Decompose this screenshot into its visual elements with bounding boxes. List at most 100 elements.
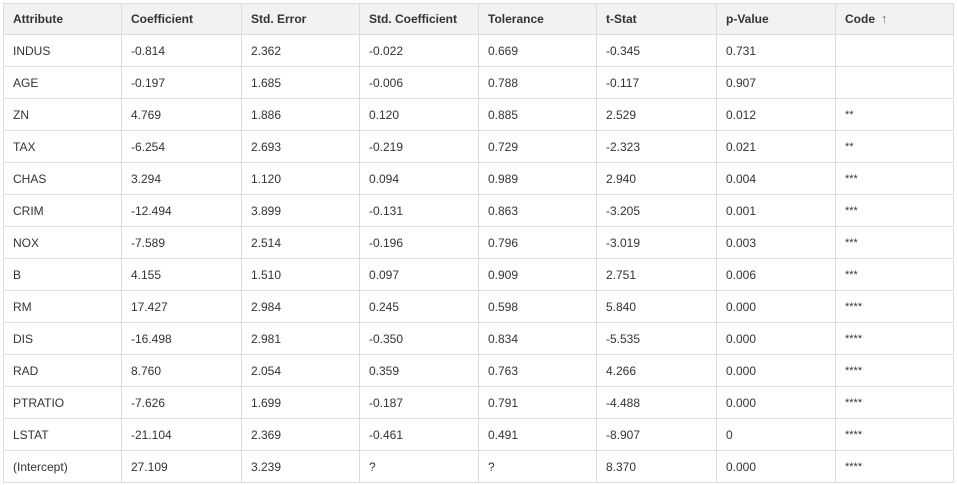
cell-tolerance: 0.669 <box>478 34 597 67</box>
cell-coefficient: -16.498 <box>121 322 242 355</box>
cell-t-stat: 8.370 <box>596 450 717 483</box>
column-header-coefficient[interactable]: Coefficient <box>121 3 242 35</box>
column-header-label: t-Stat <box>606 12 637 26</box>
cell-tolerance: 0.989 <box>478 162 597 195</box>
cell-coefficient: -21.104 <box>121 418 242 451</box>
cell-coefficient: -7.626 <box>121 386 242 419</box>
cell-tolerance: 0.763 <box>478 354 597 387</box>
column-header-std-coefficient[interactable]: Std. Coefficient <box>359 3 479 35</box>
cell-coefficient: -6.254 <box>121 130 242 163</box>
column-header-label: Code <box>845 12 875 26</box>
cell-coefficient: 27.109 <box>121 450 242 483</box>
cell-attribute: NOX <box>3 226 122 259</box>
cell-std-error: 3.239 <box>241 450 360 483</box>
cell-code: **** <box>835 386 954 419</box>
column-header-label: Std. Coefficient <box>369 12 458 26</box>
cell-std-error: 2.693 <box>241 130 360 163</box>
cell-coefficient: -0.814 <box>121 34 242 67</box>
column-header-label: Tolerance <box>488 12 544 26</box>
column-header-label: p-Value <box>726 12 769 26</box>
cell-std-coefficient: -0.131 <box>359 194 479 227</box>
cell-std-error: 2.362 <box>241 34 360 67</box>
column-header-p-value[interactable]: p-Value <box>716 3 836 35</box>
table-row[interactable]: AGE -0.197 1.685 -0.006 0.788 -0.117 0.907 <box>3 66 954 99</box>
cell-coefficient: -0.197 <box>121 66 242 99</box>
cell-p-value: 0.000 <box>716 450 836 483</box>
column-header-label: Coefficient <box>131 12 194 26</box>
table-row[interactable]: INDUS -0.814 2.362 -0.022 0.669 -0.345 0.731 <box>3 34 954 67</box>
cell-p-value: 0.000 <box>716 354 836 387</box>
cell-std-coefficient: 0.120 <box>359 98 479 131</box>
cell-attribute: ZN <box>3 98 122 131</box>
cell-t-stat: -8.907 <box>596 418 717 451</box>
cell-std-error: 1.120 <box>241 162 360 195</box>
table-row[interactable]: CRIM -12.494 3.899 -0.131 0.863 -3.205 0.001 **… <box>3 194 954 227</box>
cell-p-value: 0.000 <box>716 290 836 323</box>
cell-code: *** <box>835 194 954 227</box>
cell-code: ** <box>835 98 954 131</box>
cell-code: **** <box>835 290 954 323</box>
cell-attribute: LSTAT <box>3 418 122 451</box>
cell-t-stat: -3.019 <box>596 226 717 259</box>
cell-std-error: 1.886 <box>241 98 360 131</box>
cell-std-coefficient: ? <box>359 450 479 483</box>
cell-p-value: 0.907 <box>716 66 836 99</box>
cell-attribute: RAD <box>3 354 122 387</box>
cell-coefficient: 8.760 <box>121 354 242 387</box>
column-header-label: Std. Error <box>251 12 307 26</box>
cell-coefficient: 4.769 <box>121 98 242 131</box>
table-row[interactable]: RM 17.427 2.984 0.245 0.598 5.840 0.000 **** <box>3 290 954 323</box>
table-row[interactable]: DIS -16.498 2.981 -0.350 0.834 -5.535 0.000 ***… <box>3 322 954 355</box>
cell-tolerance: 0.788 <box>478 66 597 99</box>
cell-p-value: 0.000 <box>716 386 836 419</box>
cell-p-value: 0.004 <box>716 162 836 195</box>
cell-attribute: TAX <box>3 130 122 163</box>
table-row[interactable]: (Intercept) 27.109 3.239?? 8.370 0.000 **** <box>3 450 954 483</box>
cell-p-value: 0.731 <box>716 34 836 67</box>
cell-code: *** <box>835 226 954 259</box>
table-row[interactable]: TAX -6.254 2.693 -0.219 0.729 -2.323 0.021 ** <box>3 130 954 163</box>
column-header-t-stat[interactable]: t-Stat <box>596 3 717 35</box>
cell-t-stat: -5.535 <box>596 322 717 355</box>
cell-t-stat: 2.940 <box>596 162 717 195</box>
table-row[interactable]: ZN 4.769 1.886 0.120 0.885 2.529 0.012 ** <box>3 98 954 131</box>
column-header-tolerance[interactable]: Tolerance <box>478 3 597 35</box>
cell-code: **** <box>835 418 954 451</box>
cell-std-coefficient: -0.196 <box>359 226 479 259</box>
cell-std-coefficient: -0.187 <box>359 386 479 419</box>
cell-tolerance: 0.909 <box>478 258 597 291</box>
cell-std-error: 2.984 <box>241 290 360 323</box>
table-row[interactable]: PTRATIO -7.626 1.699 -0.187 0.791 -4.488 0.000… <box>3 386 954 419</box>
cell-p-value: 0.006 <box>716 258 836 291</box>
cell-code <box>835 34 954 67</box>
cell-std-error: 1.685 <box>241 66 360 99</box>
table-row[interactable]: CHAS 3.294 1.120 0.094 0.989 2.940 0.004 *** <box>3 162 954 195</box>
cell-attribute: B <box>3 258 122 291</box>
cell-std-coefficient: 0.359 <box>359 354 479 387</box>
column-header-code[interactable]: Code ↑ <box>835 3 954 35</box>
cell-tolerance: 0.729 <box>478 130 597 163</box>
cell-attribute: INDUS <box>3 34 122 67</box>
cell-t-stat: 4.266 <box>596 354 717 387</box>
cell-code: *** <box>835 162 954 195</box>
table-body: INDUS -0.814 2.362 -0.022 0.669 -0.345 0.731 AG… <box>3 34 954 483</box>
table-row[interactable]: NOX -7.589 2.514 -0.196 0.796 -3.019 0.003 *** <box>3 226 954 259</box>
cell-code: ** <box>835 130 954 163</box>
cell-attribute: CHAS <box>3 162 122 195</box>
table-row[interactable]: RAD 8.760 2.054 0.359 0.763 4.266 0.000 **** <box>3 354 954 387</box>
cell-coefficient: 3.294 <box>121 162 242 195</box>
cell-attribute: AGE <box>3 66 122 99</box>
column-header-attribute[interactable]: Attribute <box>3 3 122 35</box>
regression-results-table-container: Attribute Coefficient Std. Error Std. Co… <box>3 3 954 483</box>
table-row[interactable]: LSTAT -21.104 2.369 -0.461 0.491 -8.907 0 **** <box>3 418 954 451</box>
table-row[interactable]: B 4.155 1.510 0.097 0.909 2.751 0.006 *** <box>3 258 954 291</box>
column-header-std-error[interactable]: Std. Error <box>241 3 360 35</box>
cell-tolerance: 0.796 <box>478 226 597 259</box>
cell-tolerance: 0.885 <box>478 98 597 131</box>
cell-tolerance: ? <box>478 450 597 483</box>
column-header-label: Attribute <box>13 12 63 26</box>
cell-p-value: 0.001 <box>716 194 836 227</box>
cell-code: **** <box>835 322 954 355</box>
arrow-up-icon[interactable]: ↑ <box>881 11 888 26</box>
cell-std-coefficient: 0.097 <box>359 258 479 291</box>
